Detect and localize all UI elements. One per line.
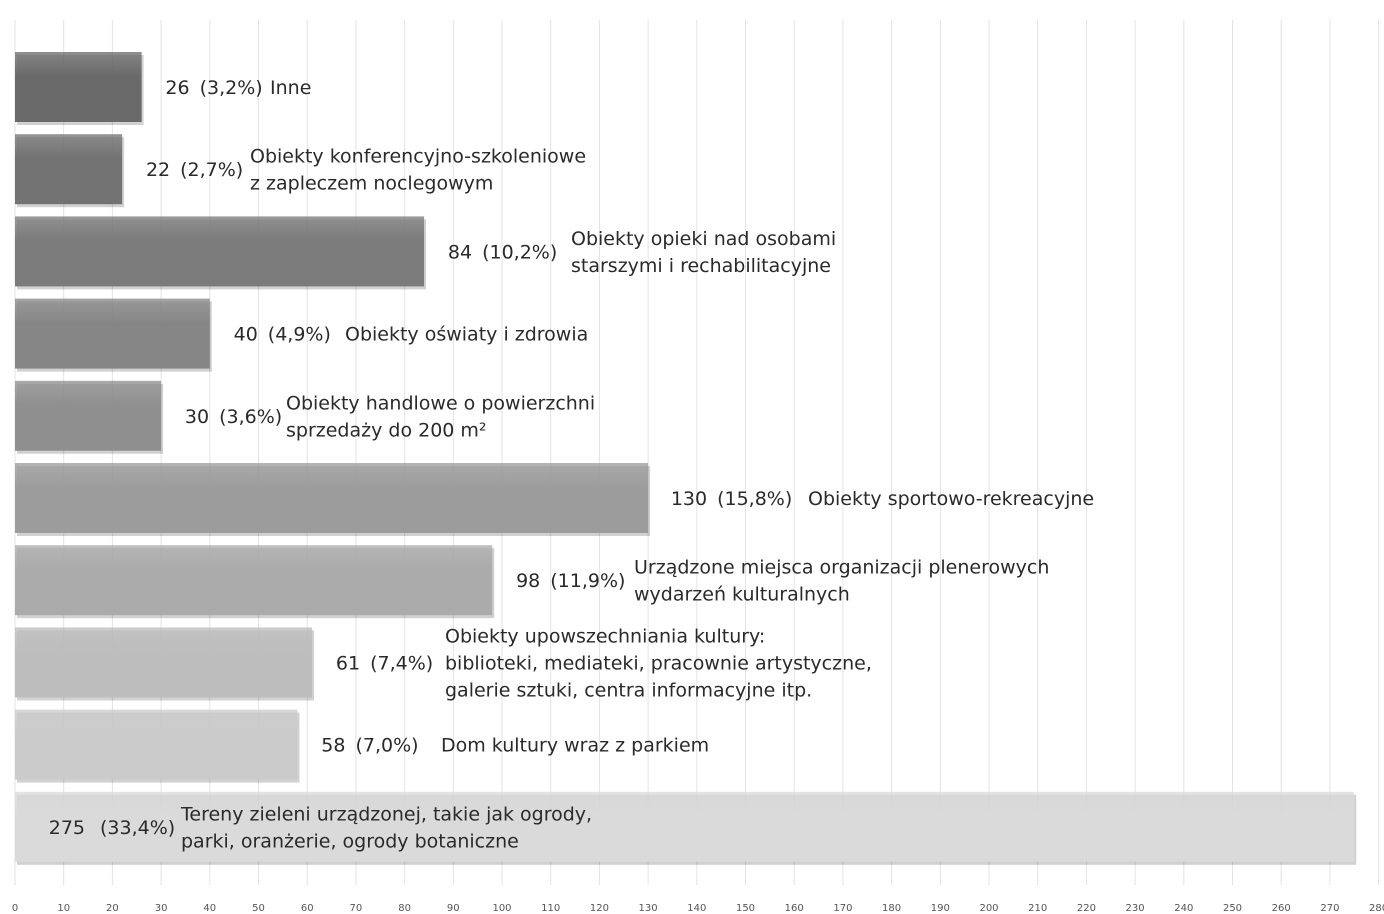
percent-label: (10,2%) bbox=[482, 241, 557, 263]
x-tick-label: 120 bbox=[590, 903, 609, 914]
value-label: 61 bbox=[336, 652, 360, 674]
x-tick-label: 180 bbox=[882, 903, 901, 914]
value-label: 98 bbox=[516, 570, 540, 592]
x-tick-label: 280 bbox=[1369, 903, 1384, 914]
percent-label: (15,8%) bbox=[717, 488, 792, 510]
x-tick-label: 90 bbox=[447, 903, 460, 914]
x-tick-label: 170 bbox=[833, 903, 852, 914]
bar bbox=[15, 709, 298, 780]
x-tick-label: 240 bbox=[1174, 903, 1193, 914]
category-label: biblioteki, mediateki, pracownie artysty… bbox=[445, 652, 872, 674]
category-label: wydarzeń kulturalnych bbox=[634, 584, 850, 606]
percent-label: (33,4%) bbox=[100, 817, 175, 839]
x-tick-label: 130 bbox=[639, 903, 658, 914]
bar bbox=[15, 791, 1355, 862]
value-label: 58 bbox=[321, 735, 345, 757]
value-label: 26 bbox=[165, 77, 189, 99]
x-tick-label: 0 bbox=[12, 903, 18, 914]
bar bbox=[15, 298, 210, 369]
value-label: 22 bbox=[146, 159, 170, 181]
x-tick-label: 270 bbox=[1320, 903, 1339, 914]
category-label: Obiekty upowszechniania kultury: bbox=[445, 625, 765, 647]
x-tick-label: 10 bbox=[57, 903, 70, 914]
category-label: Obiekty konferencyjno-szkoleniowe bbox=[250, 146, 586, 168]
category-label: parki, oranżerie, ogrody botaniczne bbox=[181, 830, 519, 852]
category-label: Inne bbox=[270, 77, 311, 99]
value-label: 30 bbox=[185, 406, 209, 428]
category-label: sprzedaży do 200 m² bbox=[286, 419, 487, 441]
x-tick-label: 140 bbox=[687, 903, 706, 914]
x-tick-label: 210 bbox=[1028, 903, 1047, 914]
x-tick-label: 50 bbox=[252, 903, 265, 914]
x-tick-label: 250 bbox=[1223, 903, 1242, 914]
value-label: 130 bbox=[671, 488, 707, 510]
x-tick-label: 150 bbox=[736, 903, 755, 914]
percent-label: (4,9%) bbox=[268, 324, 331, 346]
x-tick-label: 30 bbox=[155, 903, 168, 914]
bar bbox=[15, 52, 142, 122]
x-tick-label: 40 bbox=[203, 903, 216, 914]
percent-label: (3,2%) bbox=[200, 77, 263, 99]
percent-label: (3,6%) bbox=[219, 406, 282, 428]
bar bbox=[15, 216, 425, 287]
labels-group: 26 (3,2%) Inne 22 (2,7%) Obiekty konferencyjn… bbox=[49, 77, 1094, 852]
category-label: Dom kultury wraz z parkiem bbox=[441, 735, 709, 757]
category-label: Tereny zieleni urządzonej, takie jak ogr… bbox=[180, 803, 592, 825]
bars-group bbox=[15, 52, 1357, 865]
category-label: starszymi i rechabilitacyjne bbox=[571, 255, 831, 277]
bar bbox=[15, 545, 493, 616]
x-tick-label: 230 bbox=[1126, 903, 1145, 914]
value-label: 275 bbox=[49, 817, 85, 839]
x-tick-label: 20 bbox=[106, 903, 119, 914]
bar bbox=[15, 380, 162, 451]
x-tick-label: 60 bbox=[301, 903, 314, 914]
category-label: galerie sztuki, centra informacyjne itp. bbox=[445, 679, 812, 701]
percent-label: (7,0%) bbox=[355, 735, 418, 757]
percent-label: (2,7%) bbox=[180, 159, 243, 181]
category-label: Urządzone miejsca organizacji plenerowyc… bbox=[634, 557, 1049, 579]
x-tick-label: 200 bbox=[979, 903, 998, 914]
x-tick-label: 70 bbox=[350, 903, 363, 914]
value-label: 84 bbox=[448, 241, 472, 263]
x-tick-label: 80 bbox=[398, 903, 411, 914]
x-axis-ticks: 0 10 20 30 40 50 60 70 80 90 100 110 120 130 140 150 160… bbox=[12, 903, 1384, 914]
category-label: z zapleczem noclegowym bbox=[250, 173, 493, 195]
category-label: Obiekty sportowo-rekreacyjne bbox=[808, 488, 1094, 510]
bar bbox=[15, 134, 123, 205]
percent-label: (11,9%) bbox=[550, 570, 625, 592]
category-label: Obiekty oświaty i zdrowia bbox=[345, 324, 588, 346]
bar bbox=[15, 627, 313, 698]
value-label: 40 bbox=[234, 324, 258, 346]
x-tick-label: 110 bbox=[541, 903, 560, 914]
x-tick-label: 220 bbox=[1077, 903, 1096, 914]
percent-label: (7,4%) bbox=[370, 652, 433, 674]
category-label: Obiekty opieki nad osobami bbox=[571, 228, 836, 250]
x-tick-label: 190 bbox=[931, 903, 950, 914]
grid-lines bbox=[14, 20, 1380, 885]
x-tick-label: 160 bbox=[785, 903, 804, 914]
x-tick-label: 100 bbox=[492, 903, 511, 914]
x-tick-label: 260 bbox=[1272, 903, 1291, 914]
category-label: Obiekty handlowe o powierzchni bbox=[286, 392, 595, 414]
bar bbox=[15, 463, 649, 533]
